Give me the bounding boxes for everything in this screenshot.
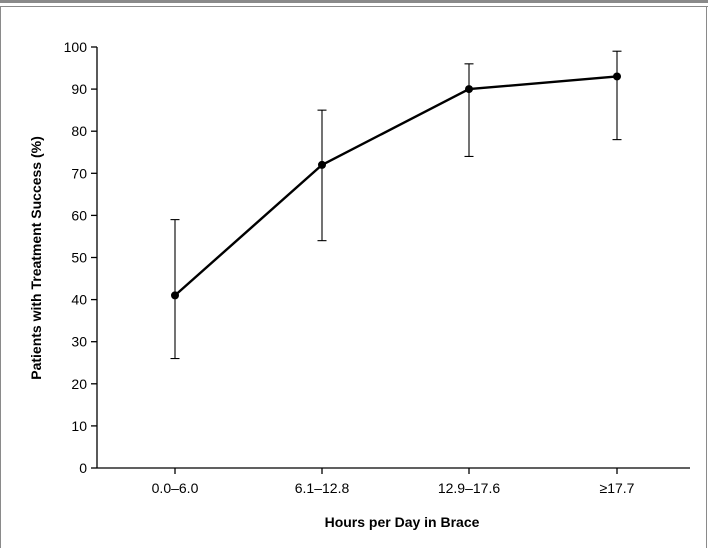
y-tick-label: 20 [71,376,87,392]
x-tick-label: 6.1–12.8 [295,480,350,496]
y-tick-label: 80 [71,123,87,139]
data-point [613,72,621,81]
x-tick-label: 0.0–6.0 [152,480,199,496]
y-tick-label: 100 [64,39,88,55]
top-border-inner [0,6,708,7]
x-axis-title: Hours per Day in Brace [325,514,480,530]
left-border [0,6,1,548]
y-tick-label: 30 [71,334,87,350]
data-point [465,85,473,94]
x-tick-label: ≥17.7 [600,480,635,496]
y-tick-label: 50 [71,250,87,266]
error-bar [612,50,622,141]
data-point [171,291,179,300]
data-point [318,160,326,169]
y-tick-label: 0 [79,460,87,476]
error-bar [464,63,474,158]
y-axis: 0 10 20 30 40 50 60 70 80 90 100 [64,39,98,476]
x-tick-label: 12.9–17.6 [438,480,500,496]
error-bar [170,219,180,360]
error-bars [170,50,622,360]
x-axis: 0.0–6.0 6.1–12.8 12.9–17.6 ≥17.7 [97,467,690,496]
series-line [174,75,618,297]
error-bar [317,109,327,242]
y-tick-label: 70 [71,165,87,181]
y-tick-label: 40 [71,292,87,308]
y-tick-label: 90 [71,81,87,97]
right-border [706,6,707,548]
data-points [171,72,621,300]
y-axis-title: Patients with Treatment Success (%) [28,136,44,380]
y-tick-label: 60 [71,207,87,223]
y-tick-label: 10 [71,418,87,434]
series-polyline [174,75,618,297]
top-border [0,0,708,3]
